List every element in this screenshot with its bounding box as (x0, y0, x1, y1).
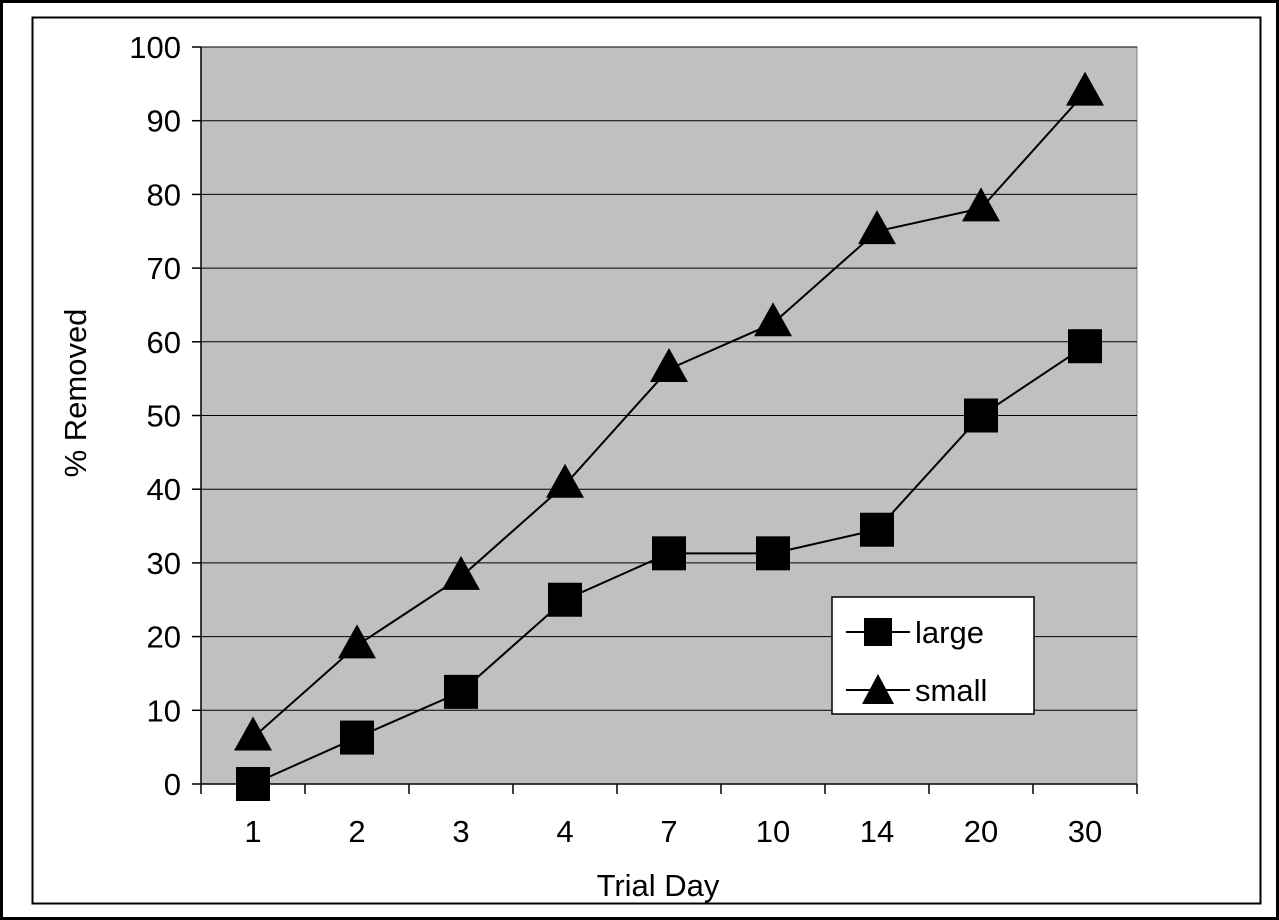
chart-inner-border (31, 16, 1262, 905)
data-point-large (652, 536, 686, 571)
data-point-small (962, 187, 1000, 222)
legend-small-label: small (915, 673, 987, 708)
legend: large small (831, 596, 1035, 715)
data-point-small (442, 555, 480, 590)
x-tick-label: 3 (452, 814, 469, 849)
data-point-large (340, 720, 374, 755)
data-point-large (964, 398, 998, 433)
y-axis-title: % Removed (58, 309, 93, 478)
legend-box (831, 596, 1035, 715)
x-tick-label: 1 (244, 814, 261, 849)
series (234, 71, 1104, 801)
y-tick-label: 20 (147, 620, 181, 655)
x-tick-label: 10 (756, 814, 790, 849)
y-tick-label: 100 (129, 30, 181, 65)
data-point-large (1068, 329, 1102, 364)
y-tick-label: 0 (164, 767, 181, 802)
data-point-small (1066, 71, 1104, 106)
legend-small-marker (862, 674, 894, 704)
x-axis-title: Trial Day (597, 868, 720, 903)
data-point-large (756, 536, 790, 571)
data-point-small (234, 716, 272, 751)
data-point-small (858, 210, 896, 245)
y-tick-label: 10 (147, 693, 181, 728)
legend-large-marker (864, 618, 892, 646)
y-tick-labels: 0 10 20 30 40 50 60 70 80 90 100 (129, 30, 181, 802)
legend-large-label: large (915, 615, 984, 650)
data-point-large (236, 767, 270, 801)
y-tick-label: 50 (147, 399, 181, 434)
x-tick-label: 7 (660, 814, 677, 849)
data-point-large (860, 512, 894, 547)
y-tick-label: 90 (147, 104, 181, 139)
x-tick-label: 4 (556, 814, 573, 849)
y-tick-label: 60 (147, 325, 181, 360)
y-tick-label: 80 (147, 177, 181, 212)
y-tick-label: 30 (147, 546, 181, 581)
x-tick-label: 2 (348, 814, 365, 849)
x-tick-label: 30 (1068, 814, 1102, 849)
data-point-small (546, 463, 584, 498)
axes (192, 46, 1138, 794)
data-point-small (338, 624, 376, 659)
data-point-large (548, 582, 582, 617)
x-tick-label: 20 (964, 814, 998, 849)
x-tick-label: 14 (860, 814, 894, 849)
data-point-small (650, 347, 688, 382)
data-point-small (754, 302, 792, 337)
x-tick-labels: 1 2 3 4 7 10 14 20 30 (244, 814, 1102, 849)
data-point-large (444, 674, 478, 709)
y-tick-label: 40 (147, 472, 181, 507)
y-tick-label: 70 (147, 251, 181, 286)
